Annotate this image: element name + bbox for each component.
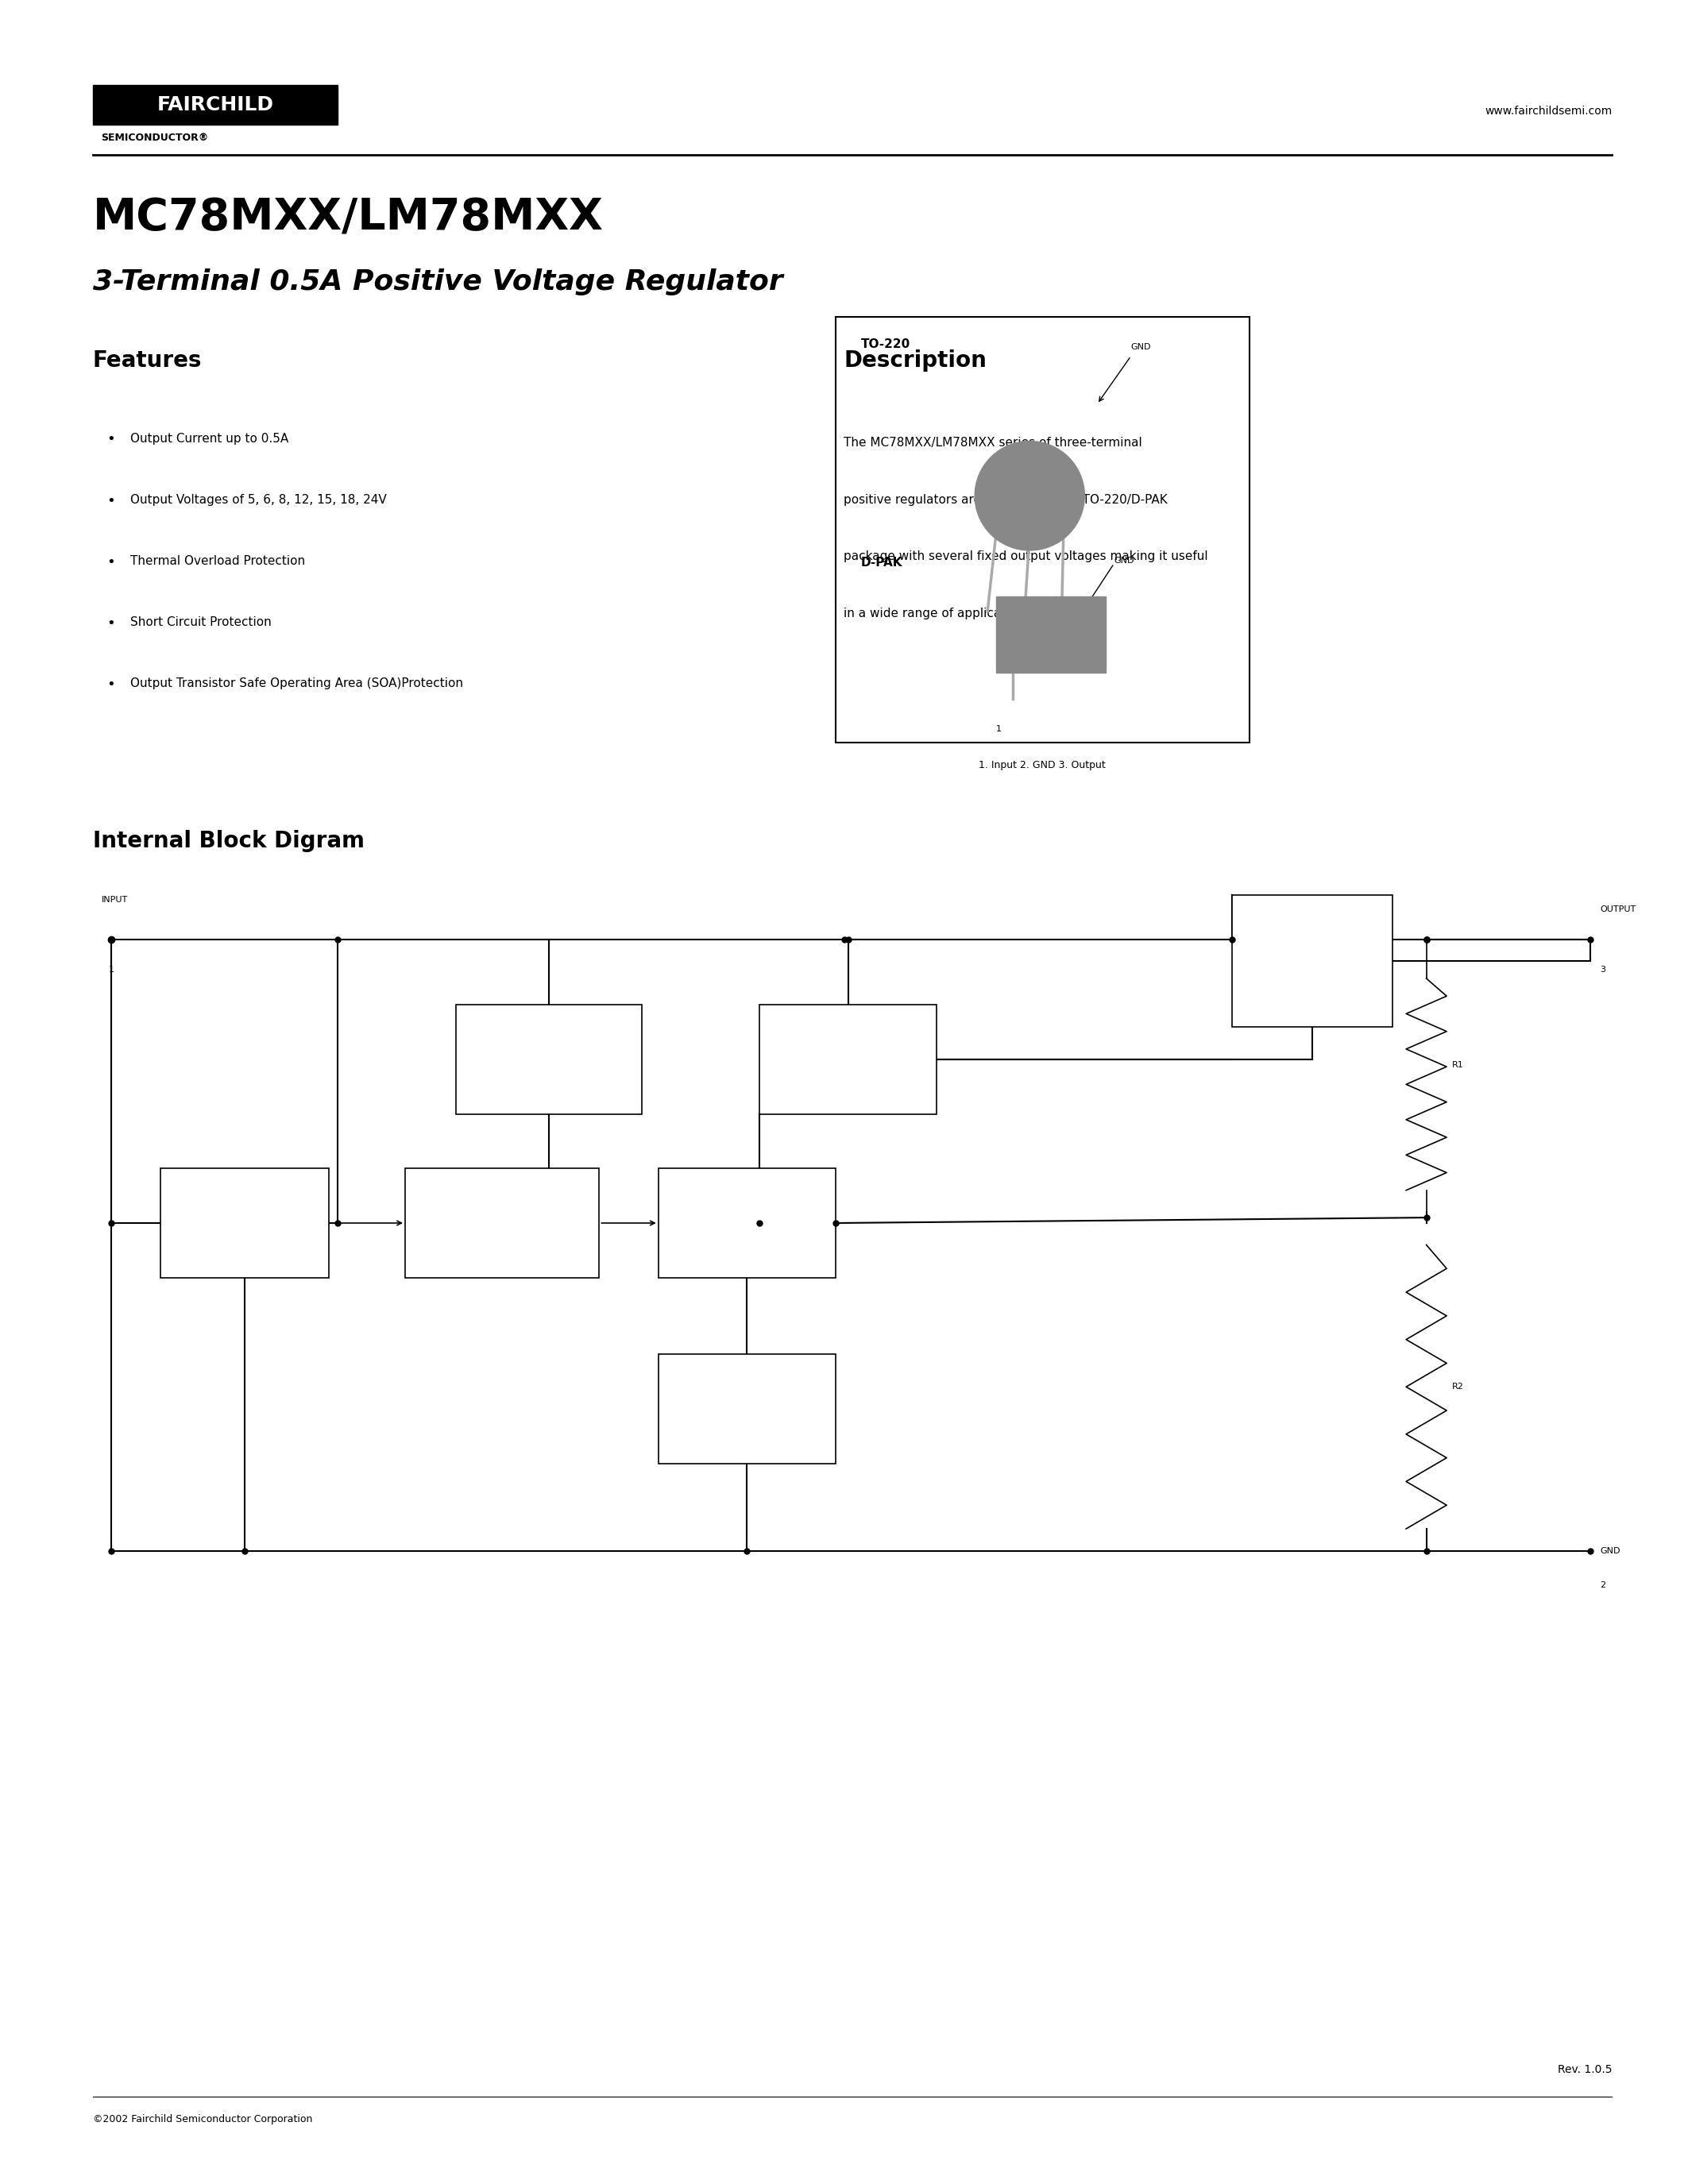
Bar bbox=[1232, 895, 1393, 1026]
Text: ©2002 Fairchild Semiconductor Corporation: ©2002 Fairchild Semiconductor Corporatio… bbox=[93, 2114, 312, 2125]
Text: 3-Terminal 0.5A Positive Voltage Regulator: 3-Terminal 0.5A Positive Voltage Regulat… bbox=[93, 269, 783, 295]
Text: Short Circuit Protection: Short Circuit Protection bbox=[130, 616, 272, 627]
Text: www.fairchildsemi.com: www.fairchildsemi.com bbox=[1485, 105, 1612, 118]
Text: Internal Block Digram: Internal Block Digram bbox=[93, 830, 365, 852]
Text: 1: 1 bbox=[996, 725, 1001, 734]
Bar bbox=[996, 596, 1106, 673]
Text: SOA: SOA bbox=[839, 1040, 858, 1048]
Text: CURRENT: CURRENT bbox=[528, 1040, 569, 1048]
Text: PROTECTION: PROTECTION bbox=[822, 1070, 874, 1079]
Text: 3: 3 bbox=[1600, 965, 1605, 974]
Text: PROTECTION: PROTECTION bbox=[721, 1420, 773, 1428]
Bar bbox=[160, 1168, 329, 1278]
Text: D-PAK: D-PAK bbox=[861, 557, 903, 568]
Text: Output Current up to 0.5A: Output Current up to 0.5A bbox=[130, 432, 289, 443]
Bar bbox=[760, 1005, 937, 1114]
Text: OUTPUT: OUTPUT bbox=[1600, 904, 1636, 913]
Bar bbox=[405, 1168, 599, 1278]
Bar bbox=[836, 317, 1249, 743]
Text: MC78MXX/LM78MXX: MC78MXX/LM78MXX bbox=[93, 197, 604, 240]
Text: Features: Features bbox=[93, 349, 203, 371]
Text: in a wide range of applications.: in a wide range of applications. bbox=[844, 607, 1035, 618]
Text: R2: R2 bbox=[1452, 1382, 1463, 1391]
Ellipse shape bbox=[976, 441, 1085, 550]
Text: INPUT: INPUT bbox=[101, 895, 128, 904]
Text: SEMICONDUCTOR®: SEMICONDUCTOR® bbox=[101, 133, 209, 142]
Text: The MC78MXX/LM78MXX series of three-terminal: The MC78MXX/LM78MXX series of three-term… bbox=[844, 437, 1143, 448]
Bar bbox=[658, 1168, 836, 1278]
Text: R1: R1 bbox=[1452, 1061, 1463, 1068]
Bar bbox=[658, 1354, 836, 1463]
Text: •: • bbox=[106, 432, 115, 448]
Text: 2: 2 bbox=[1600, 1581, 1605, 1590]
Text: Rev. 1.0.5: Rev. 1.0.5 bbox=[1558, 2064, 1612, 2075]
Text: SERIES: SERIES bbox=[1298, 939, 1327, 948]
Text: PASS: PASS bbox=[1301, 957, 1323, 965]
Text: CIRCUIT: CIRCUIT bbox=[228, 1234, 262, 1243]
Text: TO-220: TO-220 bbox=[861, 339, 910, 349]
Text: •: • bbox=[106, 677, 115, 692]
Text: Output Voltages of 5, 6, 8, 12, 15, 18, 24V: Output Voltages of 5, 6, 8, 12, 15, 18, … bbox=[130, 494, 387, 505]
Text: •: • bbox=[106, 494, 115, 509]
Text: package with several fixed output voltages making it useful: package with several fixed output voltag… bbox=[844, 550, 1209, 561]
Text: positive regulators are available in the TO-220/D-PAK: positive regulators are available in the… bbox=[844, 494, 1168, 505]
Text: 1. Input 2. GND 3. Output: 1. Input 2. GND 3. Output bbox=[979, 760, 1106, 771]
Text: Description: Description bbox=[844, 349, 987, 371]
Text: GENERATOR: GENERATOR bbox=[523, 1070, 574, 1079]
Text: 1: 1 bbox=[996, 622, 1001, 631]
Text: •: • bbox=[106, 616, 115, 631]
Text: ERROR: ERROR bbox=[733, 1203, 761, 1212]
Text: THERMAL: THERMAL bbox=[728, 1389, 766, 1398]
Text: GND: GND bbox=[1131, 343, 1151, 352]
Text: •: • bbox=[106, 555, 115, 570]
Text: 1: 1 bbox=[108, 965, 115, 974]
Bar bbox=[93, 85, 338, 124]
Text: Output Transistor Safe Operating Area (SOA)Protection: Output Transistor Safe Operating Area (S… bbox=[130, 677, 463, 688]
Text: AMPLIFIER: AMPLIFIER bbox=[726, 1234, 768, 1243]
Bar bbox=[456, 1005, 641, 1114]
Text: GND: GND bbox=[1114, 557, 1134, 566]
Text: STARTING: STARTING bbox=[225, 1203, 265, 1212]
Text: FAIRCHILD: FAIRCHILD bbox=[157, 96, 273, 114]
Text: GND: GND bbox=[1600, 1546, 1620, 1555]
Text: Thermal Overload Protection: Thermal Overload Protection bbox=[130, 555, 306, 566]
Text: REFERENCE: REFERENCE bbox=[478, 1203, 527, 1212]
Text: ELEMENT: ELEMENT bbox=[1293, 978, 1332, 987]
Text: VOLTAGE: VOLTAGE bbox=[484, 1234, 520, 1243]
